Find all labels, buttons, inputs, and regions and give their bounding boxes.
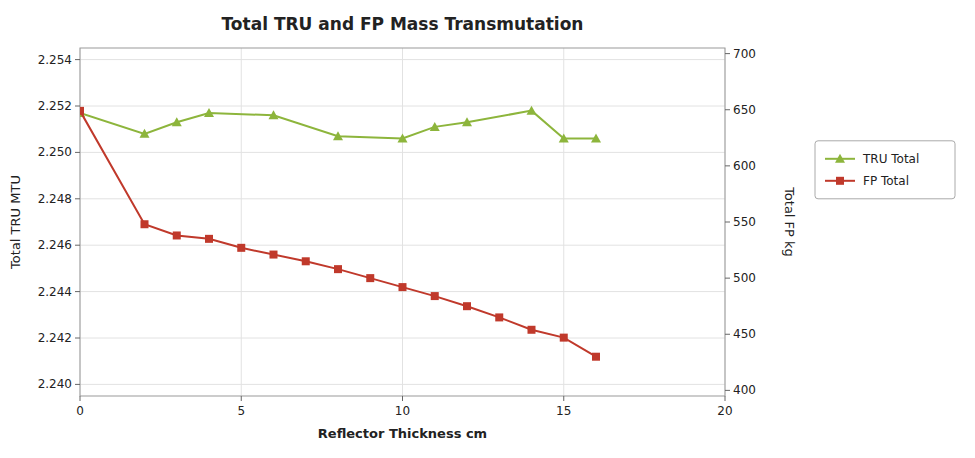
y2-tick-label: 700: [733, 47, 756, 61]
x-axis: 0 5 10 15 20: [76, 396, 732, 418]
y2-tick: [725, 278, 730, 279]
series-marker: [398, 133, 408, 142]
y-tick: [75, 59, 80, 60]
y-grid-line: [80, 338, 725, 339]
y-grid-line: [80, 384, 725, 385]
y-tick-label: 2.244: [38, 285, 72, 299]
x-grid-line: [563, 48, 564, 396]
legend-label: TRU Total: [862, 152, 919, 166]
y-tick-label: 2.246: [38, 238, 72, 252]
series-marker: [204, 108, 214, 117]
series-marker: [140, 129, 150, 138]
series-marker: [269, 110, 279, 119]
x-grid-line: [241, 48, 242, 396]
x-tick: [241, 396, 242, 401]
y2-tick: [725, 53, 730, 54]
y2-tick: [725, 334, 730, 335]
legend: TRU Total FP Total: [815, 141, 955, 199]
y-tick: [75, 152, 80, 153]
y-axis-label: Total TRU MTU: [8, 175, 23, 270]
x-axis-label: Reflector Thickness cm: [318, 426, 487, 441]
y-tick: [75, 338, 80, 339]
series-marker: [463, 302, 471, 310]
x-tick-label: 10: [395, 404, 410, 418]
series-marker: [399, 283, 407, 291]
series-marker: [462, 117, 472, 126]
y-grid-line: [80, 152, 725, 153]
series-marker: [528, 326, 536, 334]
series-marker: [430, 122, 440, 131]
series-marker: [333, 131, 343, 140]
y-grid-line: [80, 245, 725, 246]
y-tick-label: 2.252: [38, 99, 72, 113]
series-group: [80, 106, 601, 361]
y-grid-line: [80, 291, 725, 292]
x-grid-line: [402, 48, 403, 396]
y2-tick-label: 500: [733, 271, 756, 285]
y-tick: [75, 384, 80, 385]
series-marker: [366, 274, 374, 282]
y2-tick: [725, 165, 730, 166]
series-marker: [334, 265, 342, 273]
y-tick-label: 2.250: [38, 145, 72, 159]
y2-tick: [725, 109, 730, 110]
y2-tick: [725, 390, 730, 391]
series-marker: [173, 231, 181, 239]
series-marker: [80, 107, 84, 115]
x-tick-label: 0: [76, 404, 84, 418]
x-tick: [563, 396, 564, 401]
series-marker: [205, 235, 213, 243]
y-tick-label: 2.242: [38, 331, 72, 345]
y-tick: [75, 245, 80, 246]
y-grid-line: [80, 198, 725, 199]
series-marker: [559, 133, 569, 142]
legend-label: FP Total: [863, 174, 909, 188]
y-tick: [75, 198, 80, 199]
plot-background: [80, 48, 725, 396]
y-grid-line: [80, 59, 725, 60]
series-marker: [237, 244, 245, 252]
series-marker: [302, 257, 310, 265]
y2-tick: [725, 222, 730, 223]
x-tick: [725, 396, 726, 401]
grid: [80, 48, 725, 396]
y2-tick-label: 650: [733, 103, 756, 117]
y2-tick-label: 550: [733, 215, 756, 229]
y-tick: [75, 291, 80, 292]
legend-swatch-marker: [835, 154, 845, 163]
x-tick-label: 15: [556, 404, 571, 418]
series-marker: [172, 117, 182, 126]
y-axis: 2.240 2.242 2.244 2.246 2.248 2.250 2.252 2.254: [38, 53, 80, 392]
y2-tick-label: 600: [733, 159, 756, 173]
y2-axis: 400 450 500 550 600 650 700: [725, 47, 756, 398]
title: Total TRU and FP Mass Transmutation: [222, 14, 584, 34]
y-tick: [75, 106, 80, 107]
series-marker: [270, 251, 278, 259]
chart: 051015202.2402.2422.2442.2462.2482.2502.…: [0, 0, 975, 458]
y-grid-line: [80, 106, 725, 107]
y2-axis-label: Total FP kg: [782, 186, 797, 257]
series-line: [80, 111, 596, 357]
series-marker: [527, 106, 537, 115]
y2-tick-label: 400: [733, 383, 756, 397]
x-tick-label: 5: [237, 404, 245, 418]
series-marker: [495, 313, 503, 321]
y-tick-label: 2.248: [38, 192, 72, 206]
series-marker: [560, 334, 568, 342]
series-marker: [591, 133, 601, 142]
x-tick-label: 20: [717, 404, 732, 418]
x-tick: [402, 396, 403, 401]
legend-swatch-marker: [836, 177, 844, 185]
series-marker: [592, 353, 600, 361]
y-tick-label: 2.240: [38, 377, 72, 391]
legend-box: [815, 141, 955, 199]
series-marker: [141, 220, 149, 228]
x-tick: [80, 396, 81, 401]
y2-tick-label: 450: [733, 327, 756, 341]
y-tick-label: 2.254: [38, 53, 72, 67]
series-marker: [431, 292, 439, 300]
plot-frame: [80, 48, 725, 396]
